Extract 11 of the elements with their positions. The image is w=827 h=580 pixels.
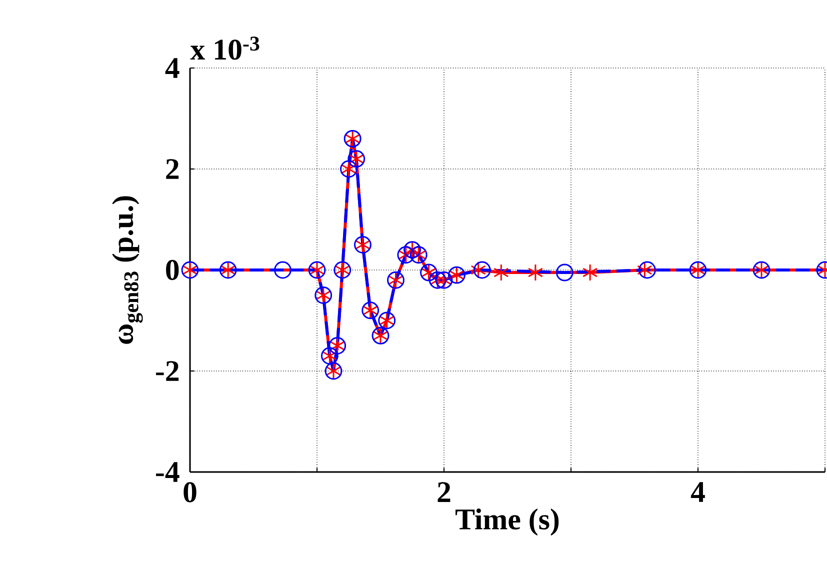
y-tick-label: 4: [165, 58, 180, 78]
x-tick-label: 0: [184, 482, 196, 502]
y-axis-title: ω$_{gen83}$ (p.u.): [112, 196, 143, 344]
y-tick-label: -2: [156, 361, 179, 381]
y-tick-label: -4: [156, 462, 180, 482]
text: x 10$^{-3}$: [190, 36, 260, 60]
x-tick-label: 4: [690, 482, 705, 502]
y-tick-label: 0: [166, 260, 179, 280]
y-tick-label: 2: [166, 159, 179, 179]
x-tick-label: 2: [438, 482, 450, 502]
x-axis-title: Time (s): [456, 508, 559, 536]
